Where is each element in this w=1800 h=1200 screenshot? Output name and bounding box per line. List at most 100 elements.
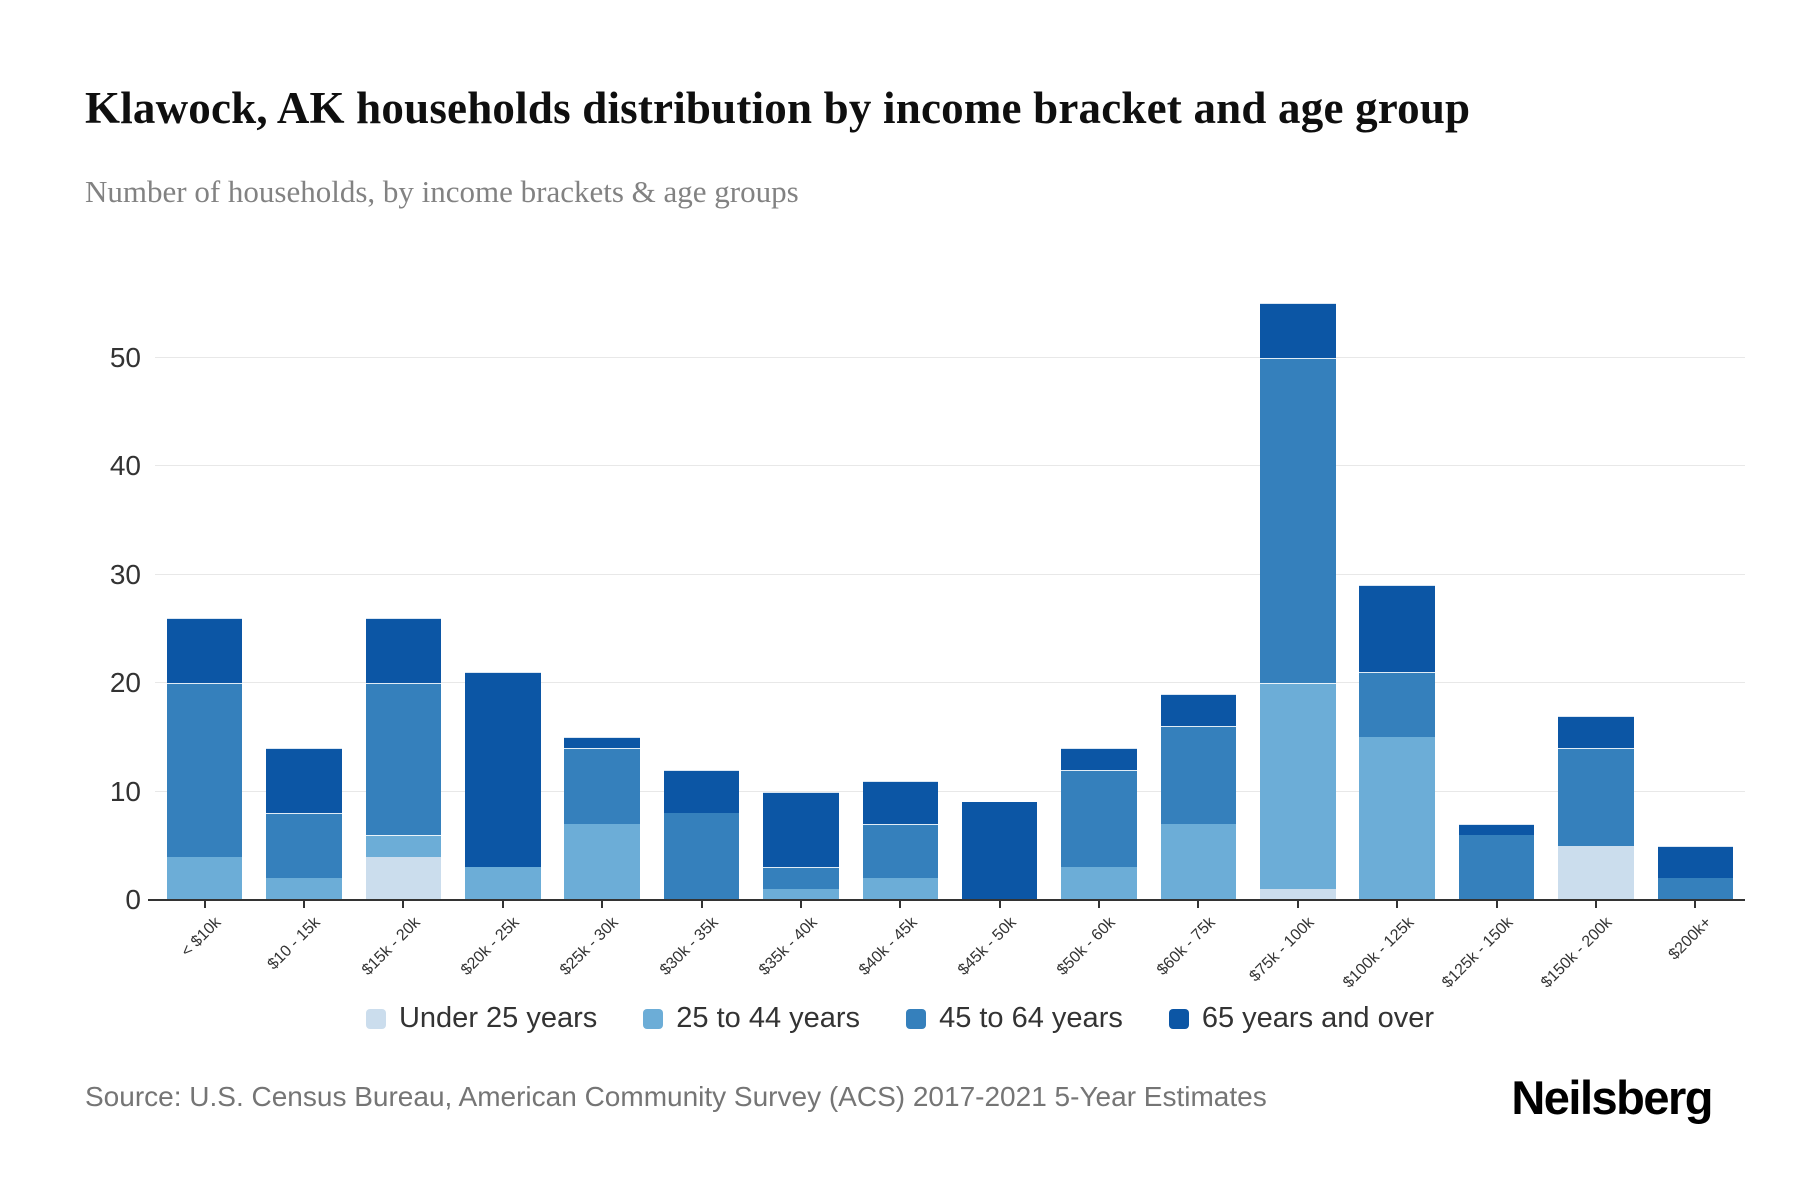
bar-segment[interactable] xyxy=(465,672,541,868)
legend-swatch xyxy=(365,1008,386,1029)
x-axis-label: $50k - 60k xyxy=(1054,914,1120,979)
bar-segment[interactable] xyxy=(266,878,342,900)
bar-segment[interactable] xyxy=(166,856,243,900)
bar-segment[interactable] xyxy=(1160,726,1237,825)
stacked-bar[interactable] xyxy=(1657,845,1734,900)
bar-segment[interactable] xyxy=(862,780,939,825)
bar-segment[interactable] xyxy=(1160,824,1237,900)
x-axis-label: $100k - 125k xyxy=(1339,914,1418,992)
bar-segment[interactable] xyxy=(365,683,442,835)
bar-segment[interactable] xyxy=(663,813,740,900)
bar-segment[interactable] xyxy=(1160,693,1237,727)
bar-slots: < $10k $10 - 15k $15k - 20k $20k - 25k $25k … xyxy=(155,255,1745,991)
bar-segment[interactable] xyxy=(862,824,939,879)
x-axis-label: $15k - 20k xyxy=(358,914,424,979)
bar-segment[interactable] xyxy=(166,617,243,684)
x-axis-tick xyxy=(402,900,405,908)
bar-segment[interactable] xyxy=(1260,889,1336,900)
bar-segment[interactable] xyxy=(1359,672,1435,738)
bar-segment[interactable] xyxy=(266,748,342,814)
bar-segment[interactable] xyxy=(862,878,939,900)
x-axis-tick xyxy=(1495,900,1498,908)
bar-segment[interactable] xyxy=(663,769,740,814)
bar-segment[interactable] xyxy=(564,824,640,900)
stacked-bar[interactable] xyxy=(166,617,243,900)
legend-swatch xyxy=(1168,1008,1189,1029)
bar-segment[interactable] xyxy=(1458,834,1535,900)
bar-segment[interactable] xyxy=(961,802,1038,900)
x-axis-tick xyxy=(1098,900,1101,908)
bar-segment[interactable] xyxy=(1260,683,1336,890)
bar-segment[interactable] xyxy=(1558,715,1634,749)
page-title: Klawock, AK households distribution by i… xyxy=(85,83,1471,134)
stacked-bar[interactable] xyxy=(1160,693,1237,900)
bar-segment[interactable] xyxy=(564,737,640,749)
source-text: Source: U.S. Census Bureau, American Com… xyxy=(85,1081,1267,1112)
stacked-bar[interactable] xyxy=(1458,824,1535,900)
stacked-bar[interactable] xyxy=(365,617,442,900)
y-axis-label-0: 0 xyxy=(125,884,141,915)
x-axis-tick xyxy=(700,900,703,908)
bar-segment[interactable] xyxy=(365,856,442,900)
bar-segment[interactable] xyxy=(1260,303,1336,358)
stacked-bar[interactable] xyxy=(1558,715,1634,900)
bar-segment[interactable] xyxy=(1061,769,1137,868)
legend-swatch xyxy=(906,1008,927,1029)
legend-item-25-to-44-years[interactable]: 25 to 44 years xyxy=(643,1002,860,1035)
bar-slot-12: $75k - 100k xyxy=(1247,255,1347,985)
y-axis-label-10: 10 xyxy=(109,775,141,807)
bar-segment[interactable] xyxy=(1558,748,1634,846)
stacked-bar[interactable] xyxy=(564,737,640,900)
x-axis-label: $45k - 50k xyxy=(954,914,1020,979)
stacked-bar[interactable] xyxy=(862,780,939,900)
stacked-bar[interactable] xyxy=(961,802,1038,900)
bar-segment[interactable] xyxy=(763,889,839,900)
bar-segment[interactable] xyxy=(1359,585,1435,673)
bar-slot-5: $25k - 30k xyxy=(553,255,652,979)
bar-segment[interactable] xyxy=(465,867,541,900)
stacked-bar[interactable] xyxy=(663,769,740,900)
bar-segment[interactable] xyxy=(1260,357,1336,684)
stacked-bar[interactable] xyxy=(763,791,839,900)
bar-segment[interactable] xyxy=(1558,845,1634,900)
bar-slot-7: $35k - 40k xyxy=(751,255,850,979)
stacked-bar[interactable] xyxy=(465,672,541,900)
stacked-bar[interactable] xyxy=(1260,303,1336,900)
x-axis-label: $35k - 40k xyxy=(756,914,821,979)
bar-segment[interactable] xyxy=(1657,845,1734,879)
legend-label: 45 to 64 years xyxy=(939,1002,1123,1034)
y-axis-label-50: 50 xyxy=(109,341,141,373)
x-axis-line xyxy=(148,899,1745,901)
legend-item-65-years-and-over[interactable]: 65 years and over xyxy=(1168,1002,1434,1035)
bar-segment[interactable] xyxy=(166,683,243,857)
legend-item-45-to-64-years[interactable]: 45 to 64 years xyxy=(906,1002,1123,1035)
legend-swatch xyxy=(643,1008,664,1029)
x-axis-tick xyxy=(203,900,206,908)
bar-segment[interactable] xyxy=(1657,878,1734,900)
bar-segment[interactable] xyxy=(1458,824,1535,835)
legend-item-under-25-years[interactable]: Under 25 years xyxy=(365,1002,597,1035)
bar-segment[interactable] xyxy=(763,867,839,890)
bar-segment[interactable] xyxy=(564,748,640,825)
bar-segment[interactable] xyxy=(1359,737,1435,900)
legend-label: 25 to 44 years xyxy=(676,1002,861,1034)
gridline-10 xyxy=(155,790,1745,792)
bar-segment[interactable] xyxy=(266,813,342,879)
bar-segment[interactable] xyxy=(1061,748,1137,770)
bar-slot-16: $200k+ xyxy=(1646,255,1745,963)
bar-segment[interactable] xyxy=(1061,867,1137,900)
bar-segment[interactable] xyxy=(365,834,442,857)
stacked-bar[interactable] xyxy=(1061,748,1137,900)
x-axis-tick xyxy=(601,900,604,908)
stacked-bar[interactable] xyxy=(1359,585,1435,900)
bar-segment[interactable] xyxy=(763,791,839,868)
bar-slot-3: $15k - 20k xyxy=(354,255,453,979)
bar-segment[interactable] xyxy=(365,617,442,684)
chart-legend: Under 25 years 25 to 44 years 45 to 64 yea… xyxy=(0,1002,1800,1035)
x-axis-label: $25k - 30k xyxy=(557,914,623,979)
gridline-30 xyxy=(155,573,1745,575)
stacked-bar[interactable] xyxy=(266,748,342,900)
bar-slot-13: $100k - 125k xyxy=(1340,255,1447,991)
x-axis-label: < $10k xyxy=(178,914,225,961)
x-axis-tick xyxy=(1396,900,1399,908)
